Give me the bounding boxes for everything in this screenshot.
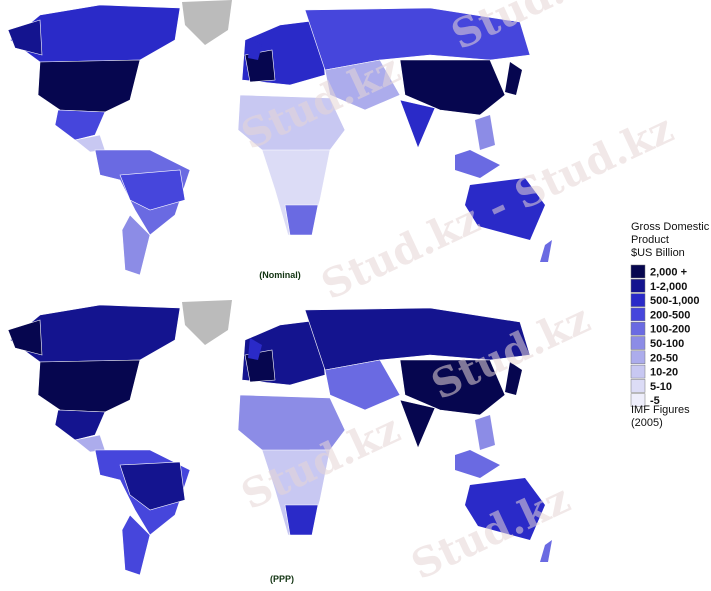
map-ppp — [7, 300, 552, 576]
legend-label: 50-100 — [650, 338, 684, 350]
legend-swatch — [630, 350, 646, 365]
legend-label: 200-500 — [650, 309, 690, 321]
map-caption: (Nominal) — [259, 270, 301, 280]
map-nominal — [7, 0, 552, 276]
legend-swatch — [630, 336, 646, 350]
legend-swatch — [630, 393, 646, 407]
legend-label: 20-50 — [650, 352, 678, 364]
legend-source: (2005) — [631, 417, 663, 429]
legend-swatch — [630, 279, 646, 293]
legend-title: $US Billion — [631, 247, 685, 259]
legend-label: -5 — [650, 395, 660, 407]
legend-swatch — [630, 321, 646, 336]
legend-source: IMF Figures — [631, 404, 690, 416]
legend-label: 10-20 — [650, 367, 678, 379]
legend-swatch — [630, 307, 646, 322]
legend-swatch — [630, 364, 646, 379]
legend-swatch — [630, 379, 646, 393]
legend-label: 500-1,000 — [650, 295, 700, 307]
legend-label: 2,000 + — [650, 267, 687, 279]
legend-title: Product — [631, 234, 669, 246]
legend-swatch — [630, 293, 646, 307]
legend-label: 100-200 — [650, 324, 690, 336]
map-caption: (PPP) — [270, 574, 294, 584]
legend-label: 5-10 — [650, 381, 672, 393]
legend-label: 1-2,000 — [650, 281, 687, 293]
watermark: Stud.kz - Stud.kz — [314, 105, 680, 309]
watermark: Stud.kz — [444, 0, 617, 59]
legend-swatch — [630, 264, 646, 279]
legend-title: Gross Domestic — [631, 221, 710, 233]
